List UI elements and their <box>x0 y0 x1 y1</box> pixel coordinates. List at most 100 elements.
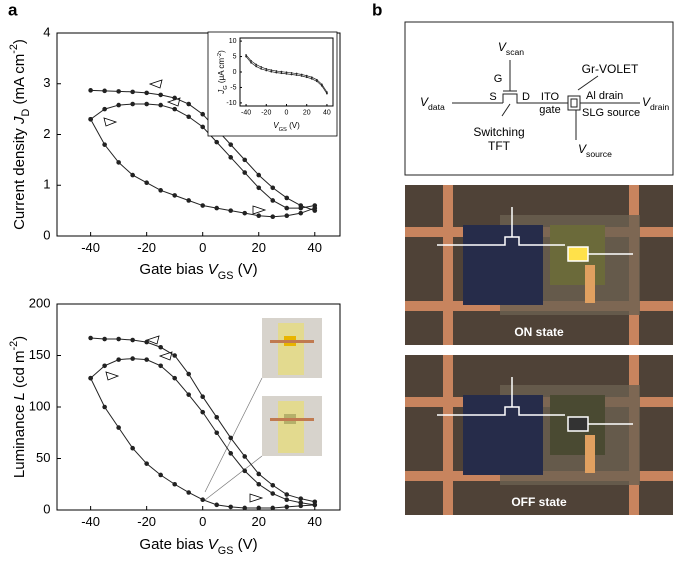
plot-frame <box>56 32 341 237</box>
label-part: Gate bias <box>139 536 207 553</box>
label-part: (V) <box>233 261 257 278</box>
data-point <box>172 193 177 198</box>
circuit-label: TFT <box>488 139 511 153</box>
label-part: G <box>223 85 229 90</box>
data-point <box>228 155 234 160</box>
data-point <box>214 139 220 145</box>
label-part: scan <box>506 47 524 57</box>
y-tick-label: 3 <box>43 75 50 90</box>
data-point <box>158 344 163 350</box>
data-point <box>88 335 93 341</box>
data-point <box>290 73 293 76</box>
x-tick-label: 0 <box>199 240 206 255</box>
data-point <box>130 445 135 451</box>
data-point <box>270 214 276 220</box>
photo: VscanVdataGr-VOLETVdrainOTFTVsourceOFF s… <box>405 355 673 515</box>
data-point <box>200 124 206 130</box>
data-point <box>315 80 318 83</box>
label-part: D <box>20 109 32 117</box>
label-part: V <box>498 40 507 54</box>
data-point <box>255 63 258 66</box>
circuit-label: Al drain <box>586 90 623 102</box>
data-point <box>214 430 220 436</box>
circuit-label: G <box>494 73 503 85</box>
y-axis-label: Luminance L (cd m-2) <box>8 336 28 478</box>
data-point <box>172 481 177 487</box>
y-tick-label: 10 <box>229 38 237 45</box>
y-tick-label: 0 <box>233 69 237 76</box>
x-tick-label: -40 <box>241 109 251 116</box>
label-part: GS <box>218 270 234 282</box>
circuit-label: Vdata <box>420 95 445 112</box>
plot-frame <box>56 303 341 511</box>
data-point <box>260 66 263 68</box>
data-point <box>242 157 248 163</box>
data-point <box>284 205 290 211</box>
label-part: Current density <box>11 124 28 230</box>
volet-pixel <box>567 246 589 262</box>
x-tick-label: -40 <box>81 514 100 529</box>
data-point <box>310 77 313 80</box>
y-tick-label: 200 <box>29 295 51 310</box>
circuit-label: Vdrain <box>642 95 669 112</box>
data-point <box>130 172 135 178</box>
data-point <box>255 65 258 68</box>
label-part: J <box>11 116 28 125</box>
data-point <box>326 91 328 93</box>
x-axis-label: Gate bias VGS (V) <box>139 536 257 556</box>
label-part: Luminance <box>11 401 28 479</box>
data-point <box>186 371 191 377</box>
data-point <box>130 337 135 343</box>
y-tick-label: 0 <box>43 227 50 242</box>
label-part: (V) <box>287 121 300 130</box>
photo-state: ON state <box>514 325 564 339</box>
data-point <box>102 142 107 147</box>
data-point <box>186 114 191 120</box>
data-point <box>102 88 107 94</box>
label-part: -2 <box>217 53 223 58</box>
data-point <box>200 394 206 400</box>
data-point <box>158 102 163 108</box>
x-axis-label: VGS (V) <box>273 121 300 132</box>
device-photos <box>204 318 322 501</box>
data-point <box>284 195 290 201</box>
label-part: drain <box>650 102 669 112</box>
x-tick-label: -40 <box>81 240 100 255</box>
data-point <box>214 205 220 211</box>
data-point <box>172 353 177 358</box>
data-point <box>116 89 121 94</box>
y-tick-label: 2 <box>43 126 50 141</box>
label-part: V <box>273 121 279 130</box>
data-point <box>285 71 288 74</box>
y-tick-label: -10 <box>226 100 236 107</box>
data-point <box>284 497 290 503</box>
data-point <box>312 502 318 508</box>
data-point <box>270 69 273 72</box>
data-point <box>270 185 276 191</box>
source-line <box>585 265 595 303</box>
data-point <box>245 55 247 58</box>
label-part: V <box>642 95 651 109</box>
x-tick-label: -20 <box>137 240 156 255</box>
data-point <box>284 492 290 497</box>
x-tick-label: 40 <box>308 240 322 255</box>
data-point <box>172 106 177 112</box>
data-point <box>102 336 107 342</box>
label-part: -2 <box>8 341 20 351</box>
y-axis-label: JG (μA cm-2) <box>217 50 229 95</box>
label-part: Gate bias <box>139 261 207 278</box>
circuit-label: Vscan <box>498 40 524 57</box>
data-point <box>144 101 149 107</box>
circuit-label: ITO <box>541 91 560 103</box>
photos: VscanVdataGr-VOLETVdrainOTFTVsourceON st… <box>405 185 673 515</box>
data-point <box>298 503 304 509</box>
data-point <box>130 101 135 107</box>
data-point <box>320 83 323 86</box>
data-point <box>265 69 268 72</box>
data-point <box>290 72 293 74</box>
data-point <box>245 54 247 56</box>
data-point <box>158 472 163 478</box>
data-point <box>116 102 121 108</box>
data-point <box>326 92 328 95</box>
